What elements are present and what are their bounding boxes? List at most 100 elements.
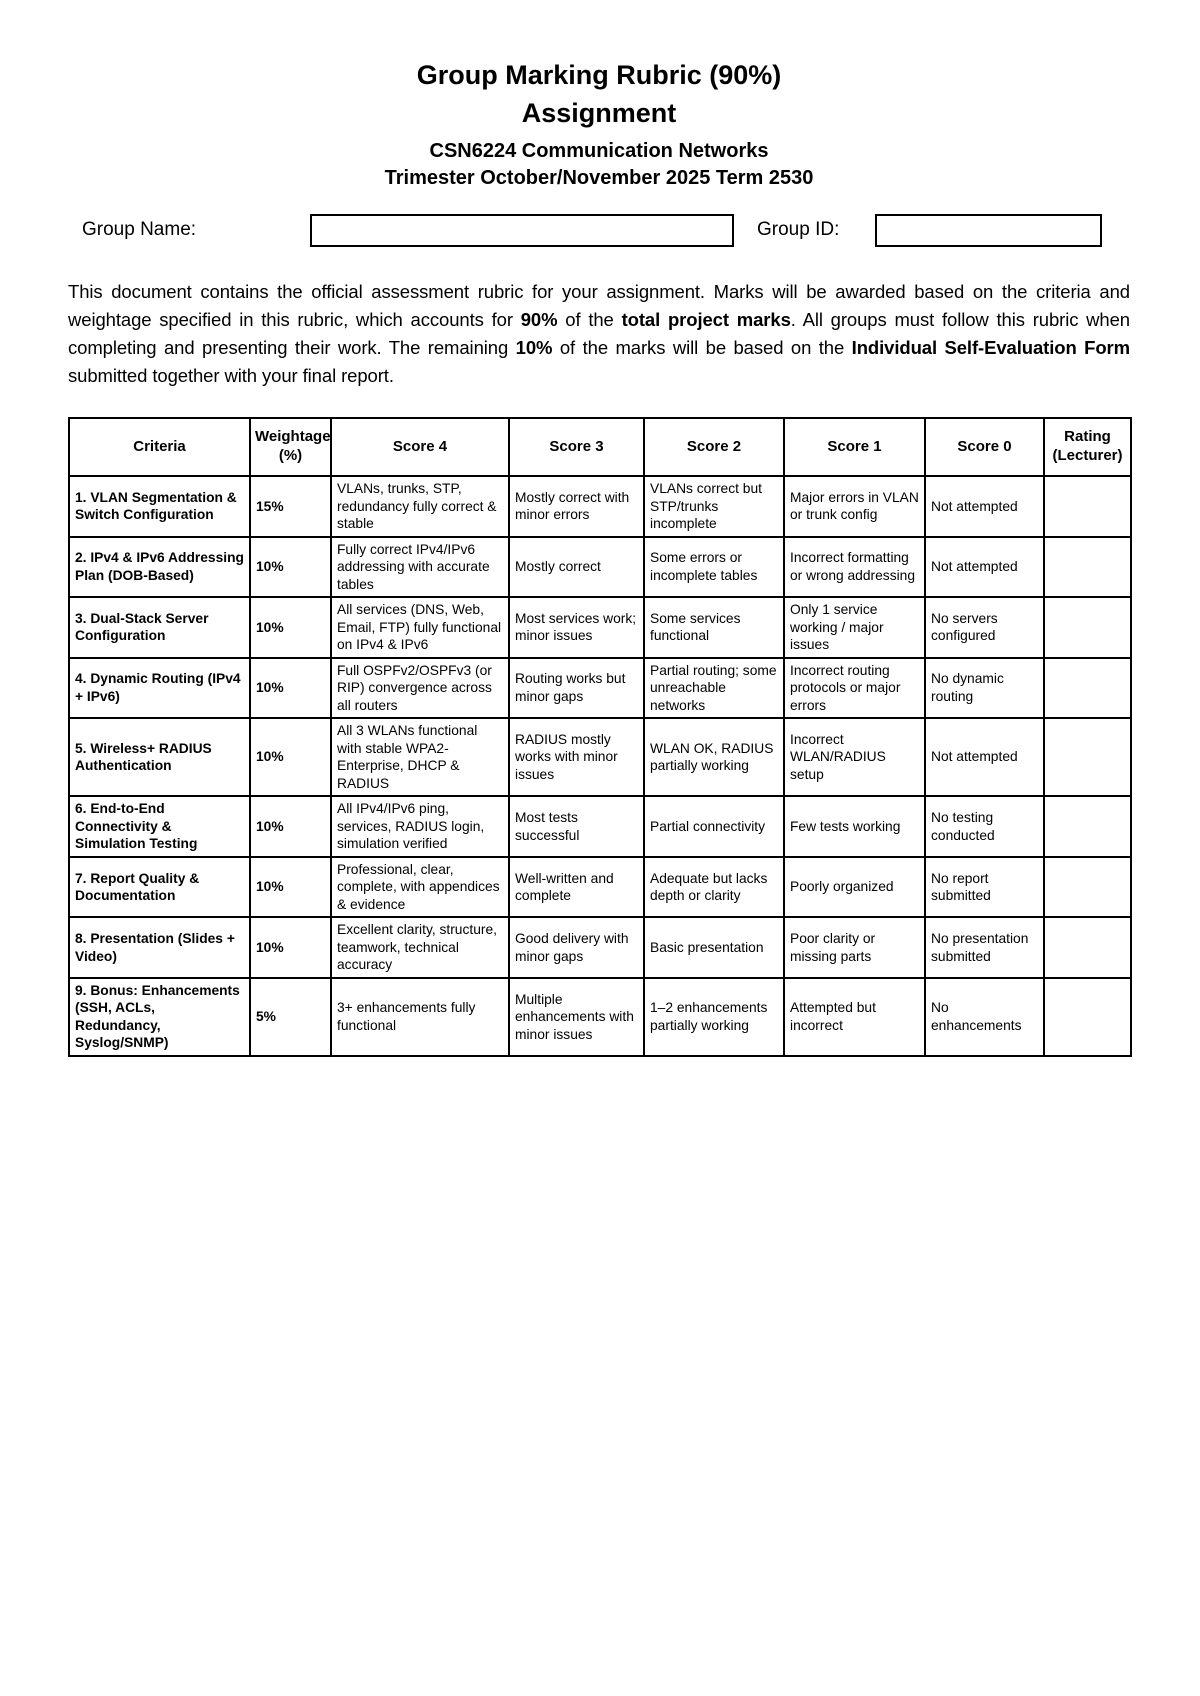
table-row: 6. End-to-End Connectivity & Simulation …	[68, 795, 1132, 858]
column-header-score1: Score 1	[783, 417, 926, 477]
table-row: 1. VLAN Segmentation & Switch Configurat…	[68, 475, 1132, 538]
cell-score4: All IPv4/IPv6 ping, services, RADIUS log…	[330, 795, 510, 858]
cell-score0: Not attempted	[924, 475, 1045, 538]
cell-score3: Most services work; minor issues	[508, 596, 645, 659]
table-row: 2. IPv4 & IPv6 Addressing Plan (DOB-Base…	[68, 535, 1132, 599]
cell-score2: Partial routing; some unreachable networ…	[643, 656, 785, 720]
intro-segment: This document contains the official asse…	[68, 281, 1130, 330]
intro-segment: of the	[557, 309, 622, 330]
table-row: 3. Dual-Stack Server Configuration 10% All…	[68, 596, 1132, 659]
cell-weightage: 10%	[249, 855, 332, 919]
cell-weightage: 10%	[249, 717, 332, 798]
intro-segment: submitted together with your final repor…	[68, 365, 394, 386]
cell-score1: Incorrect routing protocols or major err…	[783, 656, 926, 720]
cell-score0: No dynamic routing	[924, 656, 1045, 720]
cell-weightage: 15%	[249, 475, 332, 538]
document-subtitle: Assignment	[521, 98, 677, 128]
cell-score3: Routing works but minor gaps	[508, 656, 645, 720]
cell-score2: Partial connectivity	[643, 795, 785, 858]
cell-rating	[1043, 855, 1132, 919]
cell-weightage: 10%	[249, 795, 332, 858]
cell-score1: Major errors in VLAN or trunk config	[783, 475, 926, 538]
table-header-row: Criteria Weightage (%) Score 4 Score 3 S…	[68, 417, 1132, 477]
cell-rating	[1043, 717, 1132, 798]
cell-score4: All 3 WLANs functional with stable WPA2-…	[330, 717, 510, 798]
cell-weightage: 10%	[249, 916, 332, 979]
cell-score0: No report submitted	[924, 855, 1045, 919]
cell-score4: 3+ enhancements fully functional	[330, 976, 510, 1057]
cell-score3: Good delivery with minor gaps	[508, 916, 645, 979]
cell-score3: Mostly correct with minor errors	[508, 475, 645, 538]
column-header-score3: Score 3	[508, 417, 645, 477]
cell-score2: Some services functional	[643, 596, 785, 659]
cell-score4: Fully correct IPv4/IPv6 addressing with …	[330, 535, 510, 599]
cell-score1: Only 1 service working / major issues	[783, 596, 926, 659]
cell-weightage: 10%	[249, 596, 332, 659]
intro-paragraph: This document contains the official asse…	[68, 278, 1130, 390]
intro-segment: of the marks will be based on the	[552, 337, 852, 358]
cell-score1: Attempted but incorrect	[783, 976, 926, 1057]
cell-weightage: 10%	[249, 535, 332, 599]
cell-rating	[1043, 475, 1132, 538]
cell-criteria: 8. Presentation (Slides + Video)	[68, 916, 251, 979]
group-id-label: Group ID:	[757, 219, 840, 240]
cell-score3: Most tests successful	[508, 795, 645, 858]
table-row: 8. Presentation (Slides + Video) 10% Excel…	[68, 916, 1132, 979]
cell-weightage: 5%	[249, 976, 332, 1057]
group-name-label: Group Name:	[82, 219, 197, 240]
cell-score2: Adequate but lacks depth or clarity	[643, 855, 785, 919]
cell-score4: All services (DNS, Web, Email, FTP) full…	[330, 596, 510, 659]
column-header-score0: Score 0	[924, 417, 1045, 477]
cell-score1: Poorly organized	[783, 855, 926, 919]
cell-score1: Poor clarity or missing parts	[783, 916, 926, 979]
column-header-score2: Score 2	[643, 417, 785, 477]
cell-criteria: 5. Wireless+ RADIUS Authentication	[68, 717, 251, 798]
cell-criteria: 1. VLAN Segmentation & Switch Configurat…	[68, 475, 251, 538]
cell-criteria: 9. Bonus: Enhancements (SSH, ACLs, Redun…	[68, 976, 251, 1057]
intro-self-eval-bold: Individual Self-Evaluation Form	[851, 337, 1130, 358]
cell-score3: Mostly correct	[508, 535, 645, 599]
cell-rating	[1043, 916, 1132, 979]
cell-score0: Not attempted	[924, 535, 1045, 599]
cell-score4: Professional, clear, complete, with appe…	[330, 855, 510, 919]
course-title: CSN6224 Communication Networks	[429, 140, 769, 162]
intro-segment: . All groups must follow this rubric whe…	[68, 309, 1130, 358]
cell-rating	[1043, 656, 1132, 720]
group-info-row: Group Name: Group ID:	[68, 214, 1130, 248]
cell-rating	[1043, 596, 1132, 659]
rubric-table: Criteria Weightage (%) Score 4 Score 3 S…	[68, 417, 1132, 1057]
cell-score4: Full OSPFv2/OSPFv3 (or RIP) convergence …	[330, 656, 510, 720]
cell-score1: Incorrect formatting or wrong addressing	[783, 535, 926, 599]
intro-total-marks-bold: total project marks	[621, 309, 791, 330]
table-row: 4. Dynamic Routing (IPv4 + IPv6) 10% Full …	[68, 656, 1132, 720]
title-block: Group Marking Rubric (90%) Assignment CS…	[68, 0, 1130, 192]
cell-score4: VLANs, trunks, STP, redundancy fully cor…	[330, 475, 510, 538]
column-header-rating: Rating (Lecturer)	[1043, 417, 1132, 477]
cell-score2: 1–2 enhancements partially working	[643, 976, 785, 1057]
cell-score0: No servers configured	[924, 596, 1045, 659]
cell-criteria: 7. Report Quality & Documentation	[68, 855, 251, 919]
column-header-weightage: Weightage (%)	[249, 417, 332, 477]
table-row: 5. Wireless+ RADIUS Authentication 10% All…	[68, 717, 1132, 798]
group-id-input[interactable]	[875, 214, 1102, 247]
cell-score2: VLANs correct but STP/trunks incomplete	[643, 475, 785, 538]
cell-score4: Excellent clarity, structure, teamwork, …	[330, 916, 510, 979]
cell-score0: No presentation submitted	[924, 916, 1045, 979]
cell-rating	[1043, 795, 1132, 858]
term-title: Trimester October/November 2025 Term 253…	[384, 167, 814, 189]
cell-score3: Well-written and complete	[508, 855, 645, 919]
table-row: 9. Bonus: Enhancements (SSH, ACLs, Redun…	[68, 976, 1132, 1057]
intro-remaining-bold: 10%	[515, 337, 553, 358]
group-name-input[interactable]	[310, 214, 734, 247]
cell-score2: WLAN OK, RADIUS partially working	[643, 717, 785, 798]
table-row: 7. Report Quality & Documentation 10% Prof…	[68, 855, 1132, 919]
column-header-criteria: Criteria	[68, 417, 251, 477]
column-header-score4: Score 4	[330, 417, 510, 477]
cell-rating	[1043, 535, 1132, 599]
cell-score1: Incorrect WLAN/RADIUS setup	[783, 717, 926, 798]
cell-score2: Basic presentation	[643, 916, 785, 979]
cell-criteria: 6. End-to-End Connectivity & Simulation …	[68, 795, 251, 858]
cell-criteria: 3. Dual-Stack Server Configuration	[68, 596, 251, 659]
cell-criteria: 2. IPv4 & IPv6 Addressing Plan (DOB-Base…	[68, 535, 251, 599]
